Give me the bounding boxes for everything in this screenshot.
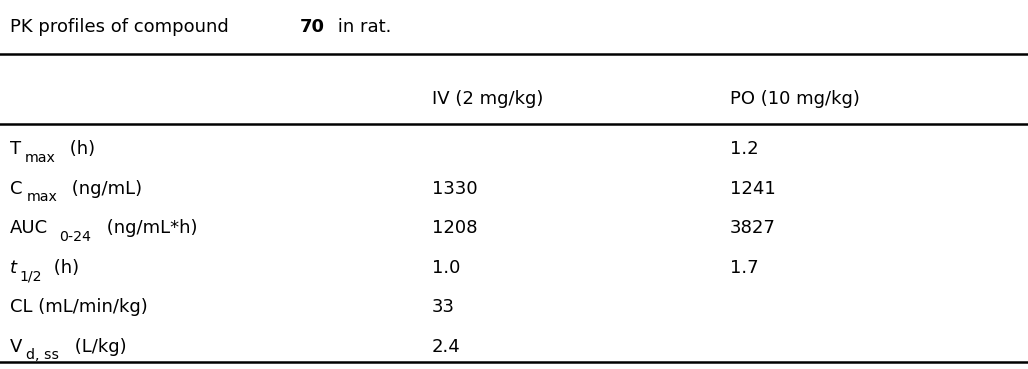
Text: T: T [10,140,22,158]
Text: V: V [10,338,23,356]
Text: 1.7: 1.7 [730,259,759,277]
Text: (ng/mL): (ng/mL) [66,180,142,198]
Text: max: max [27,190,58,204]
Text: t: t [10,259,17,277]
Text: 1330: 1330 [432,180,477,198]
Text: PK profiles of compound: PK profiles of compound [10,18,234,37]
Text: 3827: 3827 [730,219,776,237]
Text: 1241: 1241 [730,180,776,198]
Text: PO (10 mg/kg): PO (10 mg/kg) [730,90,859,108]
Text: IV (2 mg/kg): IV (2 mg/kg) [432,90,543,108]
Text: 1208: 1208 [432,219,477,237]
Text: (h): (h) [48,259,79,277]
Text: (ng/mL*h): (ng/mL*h) [101,219,197,237]
Text: 33: 33 [432,298,454,316]
Text: AUC: AUC [10,219,48,237]
Text: (L/kg): (L/kg) [69,338,126,356]
Text: 2.4: 2.4 [432,338,461,356]
Text: in rat.: in rat. [332,18,392,37]
Text: C: C [10,180,23,198]
Text: 70: 70 [300,18,325,37]
Text: (h): (h) [65,140,96,158]
Text: d, ss: d, ss [27,348,60,362]
Text: CL (mL/min/kg): CL (mL/min/kg) [10,298,148,316]
Text: max: max [25,151,56,165]
Text: 1.2: 1.2 [730,140,759,158]
Text: 1.0: 1.0 [432,259,461,277]
Text: 1/2: 1/2 [20,269,42,283]
Text: 0-24: 0-24 [60,230,91,244]
